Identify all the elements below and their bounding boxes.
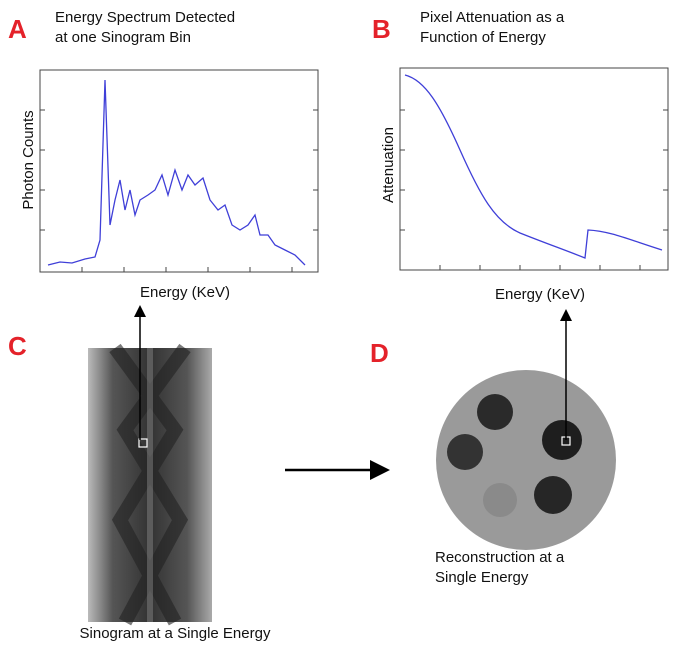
panel-label: A bbox=[8, 14, 27, 44]
x-axis-label: Energy (KeV) bbox=[140, 284, 230, 301]
caption: Single Energy bbox=[435, 569, 529, 586]
y-axis-label: Attenuation bbox=[380, 127, 397, 203]
caption: Sinogram at a Single Energy bbox=[80, 625, 271, 642]
plot-frame bbox=[399, 67, 669, 271]
panel-title: Energy Spectrum Detected bbox=[55, 9, 235, 26]
sinogram-image bbox=[88, 343, 212, 626]
panel-label: C bbox=[8, 331, 27, 361]
spectrum-curve bbox=[47, 79, 306, 266]
caption: Reconstruction at a bbox=[435, 549, 565, 566]
panel-label: B bbox=[372, 14, 391, 44]
panel-title: at one Sinogram Bin bbox=[55, 29, 191, 46]
panel-title: Pixel Attenuation as a bbox=[420, 9, 565, 26]
reconstruction-image bbox=[436, 370, 616, 550]
plot-ticks bbox=[40, 109, 318, 272]
plot-ticks bbox=[400, 109, 668, 270]
panel-title: Function of Energy bbox=[420, 29, 546, 46]
panel-label: D bbox=[370, 338, 389, 368]
y-axis-label: Photon Counts bbox=[20, 110, 37, 209]
x-axis-label: Energy (KeV) bbox=[495, 286, 585, 303]
plot-frame bbox=[39, 69, 319, 273]
attenuation-curve bbox=[404, 74, 663, 259]
